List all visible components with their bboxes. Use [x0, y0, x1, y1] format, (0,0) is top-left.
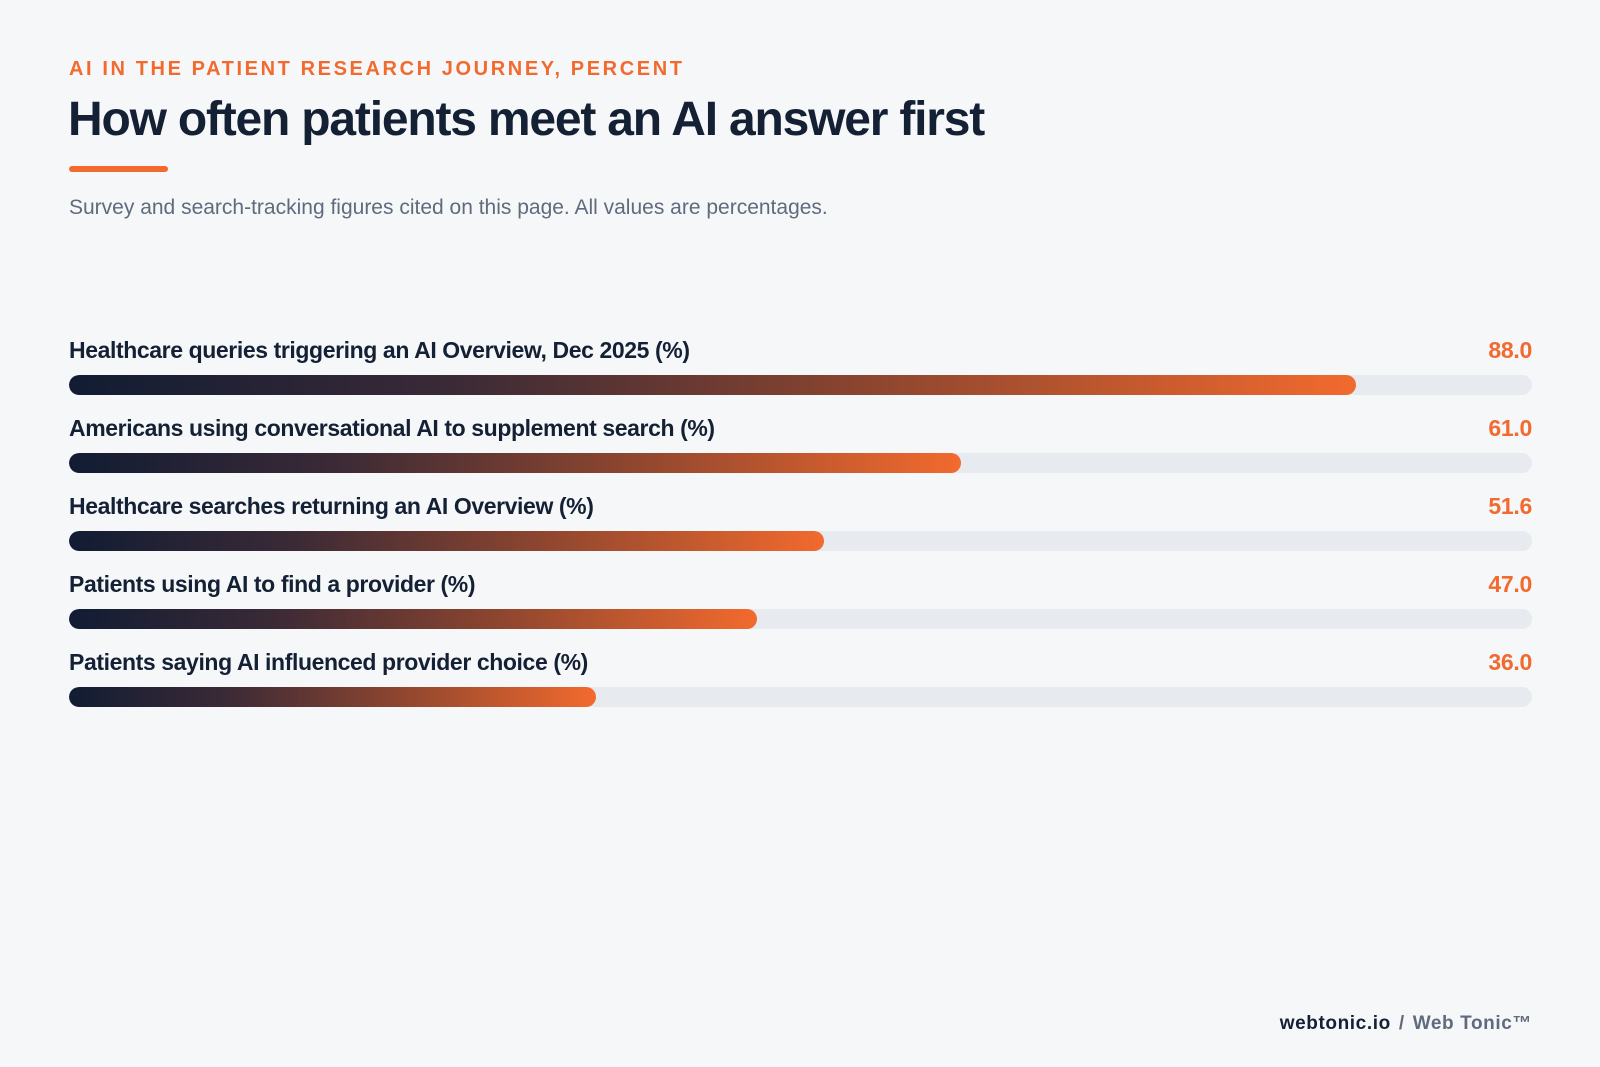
bar-row: Healthcare searches returning an AI Over… — [69, 493, 1532, 571]
bar-track — [69, 531, 1532, 551]
bar-track — [69, 609, 1532, 629]
bar-row: Patients using AI to find a provider (%)… — [69, 571, 1532, 649]
bar-row: Healthcare queries triggering an AI Over… — [69, 337, 1532, 415]
bar — [69, 375, 1357, 395]
bar — [69, 531, 824, 551]
footer-brand: Web Tonic™ — [1412, 1013, 1532, 1034]
bar — [69, 609, 757, 629]
bar-label: Healthcare searches returning an AI Over… — [69, 493, 594, 519]
title-accent-rule — [69, 166, 168, 172]
kicker: AI IN THE PATIENT RESEARCH JOURNEY, PERC… — [69, 58, 685, 80]
footer-credit: webtonic.io / Web Tonic™ — [1280, 1013, 1532, 1035]
chart-subtitle: Survey and search-tracking figures cited… — [69, 196, 828, 219]
chart-title: How often patients meet an AI answer fir… — [68, 93, 985, 146]
bar-label: Patients using AI to find a provider (%) — [69, 571, 476, 597]
bar-value-label: 47.0 — [1488, 571, 1532, 597]
bar-label: Healthcare queries triggering an AI Over… — [69, 337, 690, 363]
bar-row: Americans using conversational AI to sup… — [69, 415, 1532, 493]
bar-track — [69, 375, 1532, 395]
bar-chart: Healthcare queries triggering an AI Over… — [69, 337, 1532, 727]
bar — [69, 687, 596, 707]
bar-row: Patients saying AI influenced provider c… — [69, 649, 1532, 727]
bar-value-label: 36.0 — [1488, 649, 1532, 675]
bar — [69, 453, 962, 473]
bar-track — [69, 687, 1532, 707]
bar-label: Patients saying AI influenced provider c… — [69, 649, 588, 675]
footer-separator: / — [1398, 1013, 1405, 1034]
bar-label: Americans using conversational AI to sup… — [69, 415, 715, 441]
bar-value-label: 51.6 — [1488, 493, 1532, 519]
footer-domain[interactable]: webtonic.io — [1279, 1013, 1391, 1034]
bar-value-label: 88.0 — [1488, 337, 1532, 363]
bar-value-label: 61.0 — [1488, 415, 1532, 441]
bar-track — [69, 453, 1532, 473]
